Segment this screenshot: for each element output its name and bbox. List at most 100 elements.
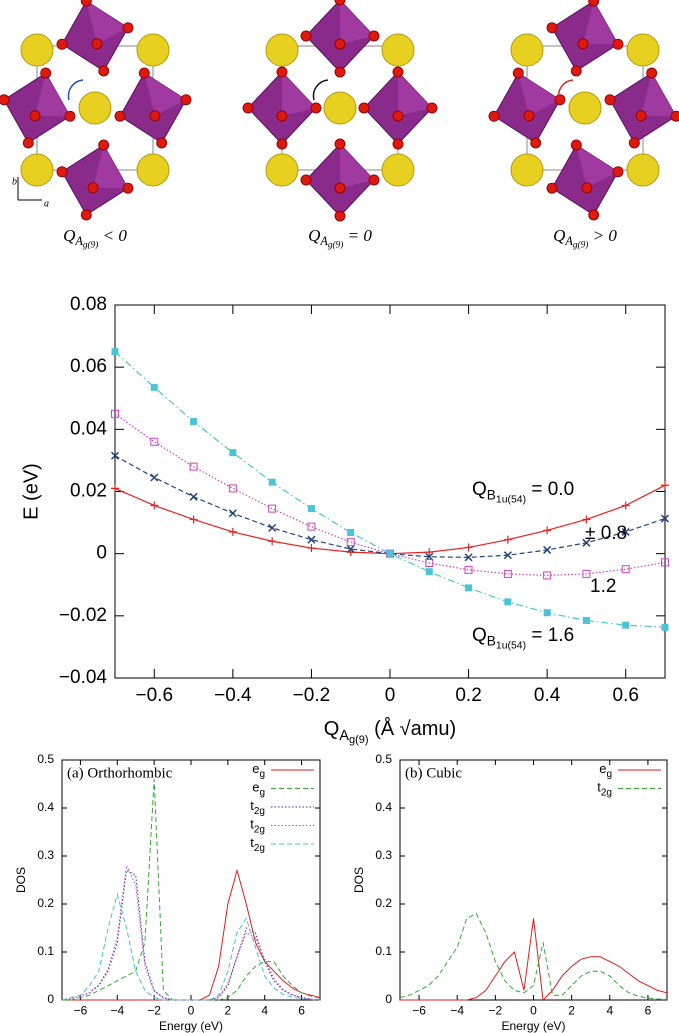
marker xyxy=(307,544,315,552)
marker xyxy=(387,550,394,557)
a-site xyxy=(382,34,414,66)
text-part: 2g xyxy=(254,843,265,854)
x-tick-label: −4 xyxy=(450,1004,464,1018)
text-part: Q xyxy=(472,479,487,500)
marker xyxy=(151,438,158,445)
text-part: g xyxy=(259,787,265,798)
x-tick-label: −0.6 xyxy=(136,685,174,706)
text-part: Q xyxy=(324,718,340,740)
text-part: g(9) xyxy=(328,240,344,251)
marker xyxy=(543,526,551,534)
y-tick-label: 0.02 xyxy=(70,481,107,502)
x-tick-label: −2 xyxy=(489,1004,503,1018)
octahedron xyxy=(47,131,143,229)
octahedron xyxy=(0,59,85,157)
text-part: ± 0.8 xyxy=(585,523,627,544)
panel-label: (b) Cubic xyxy=(405,765,462,781)
octahedron xyxy=(359,67,437,149)
marker xyxy=(190,515,198,523)
x-tick-label: −6 xyxy=(412,1004,426,1018)
axis-a: a xyxy=(44,198,49,209)
series-line xyxy=(62,870,320,1000)
y-axis-label: DOS xyxy=(352,867,366,893)
text-part: A xyxy=(339,728,349,744)
x-tick-label: 2 xyxy=(225,1004,232,1018)
marker xyxy=(347,529,354,536)
text-part: > 0 xyxy=(588,226,617,245)
marker xyxy=(544,609,551,616)
text-part: g(9) xyxy=(349,734,369,746)
a-site xyxy=(382,154,414,186)
panel-label: (a) Orthorhombic xyxy=(67,765,173,781)
text-part: B xyxy=(487,487,496,502)
marker xyxy=(269,505,276,512)
series-line xyxy=(62,779,320,1000)
marker xyxy=(229,510,236,517)
a-site xyxy=(627,154,659,186)
octahedron xyxy=(243,67,321,149)
y-axis-label: DOS xyxy=(14,867,28,893)
marker xyxy=(465,543,473,551)
axis-b: b xyxy=(12,176,17,187)
text-part: e xyxy=(252,761,259,776)
x-tick-label: 2 xyxy=(568,1004,575,1018)
marker xyxy=(426,568,433,575)
annotation: 1.2 xyxy=(590,576,616,597)
a-site xyxy=(569,92,601,124)
a-site xyxy=(21,34,53,66)
x-tick-label: −4 xyxy=(110,1004,124,1018)
text-part: e xyxy=(252,780,259,795)
a-site xyxy=(627,34,659,66)
octahedron xyxy=(301,139,379,221)
rotation-arrow xyxy=(68,80,83,100)
marker xyxy=(269,479,276,486)
series-line xyxy=(400,918,667,1000)
oxygen xyxy=(301,175,311,185)
oxygen xyxy=(277,111,287,121)
y-tick-label: 0 xyxy=(96,543,107,564)
x-tick-label: 6 xyxy=(298,1004,305,1018)
x-tick-label: 0.6 xyxy=(613,685,639,706)
oxygen xyxy=(427,103,437,113)
oxygen xyxy=(301,31,311,41)
series-line xyxy=(400,914,667,1000)
x-tick-label: 0 xyxy=(188,1004,195,1018)
text-part: Q xyxy=(553,226,565,245)
a-site xyxy=(21,154,53,186)
legend-label: t2g xyxy=(597,780,612,798)
text-part: Q xyxy=(308,226,320,245)
rotation-arrow xyxy=(313,80,328,100)
octahedron xyxy=(595,59,679,157)
marker xyxy=(112,348,119,355)
x-tick-label: 0.4 xyxy=(534,685,561,706)
text-part: 2g xyxy=(254,806,265,817)
y-tick-label: 0.5 xyxy=(37,752,54,766)
marker xyxy=(661,481,669,489)
octahedron xyxy=(301,0,379,77)
y-tick-label: 0.5 xyxy=(375,752,392,766)
a-site xyxy=(137,154,169,186)
octahedron xyxy=(47,0,143,85)
x-tick-label: 0 xyxy=(385,685,396,706)
text-part: (Å √amu) xyxy=(369,717,457,740)
plot-frame xyxy=(400,760,667,1000)
x-tick-label: −0.2 xyxy=(293,685,331,706)
y-tick-label: 0.08 xyxy=(70,294,107,315)
y-tick-label: 0.1 xyxy=(37,944,54,958)
structure-label: QAg(9) < 0 xyxy=(63,226,127,251)
annotation: ± 0.8 xyxy=(585,523,627,544)
a-site xyxy=(79,92,111,124)
marker xyxy=(229,528,237,536)
y-tick-label: 0 xyxy=(385,992,392,1006)
marker xyxy=(190,418,197,425)
marker xyxy=(269,524,276,531)
x-axis-label: Energy (eV) xyxy=(159,1019,223,1033)
text-part: = 0.0 xyxy=(526,479,574,500)
text-part: 2g xyxy=(601,787,612,798)
oxygen xyxy=(311,103,321,113)
a-site xyxy=(137,34,169,66)
text-part: Q xyxy=(472,625,487,646)
series-line xyxy=(115,456,665,558)
y-tick-label: 0.4 xyxy=(375,800,392,814)
